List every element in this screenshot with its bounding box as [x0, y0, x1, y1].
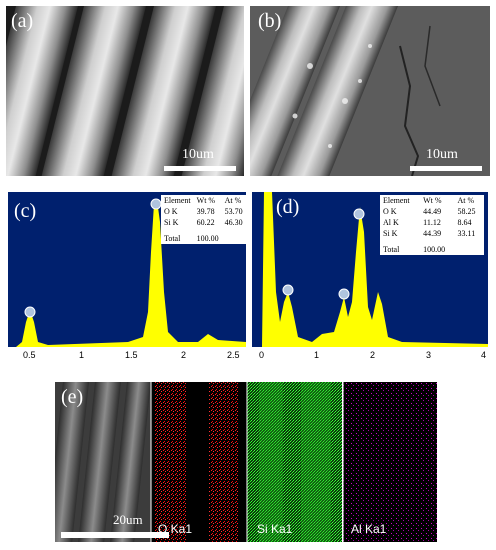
cell: Si K: [164, 218, 179, 227]
cell: 100.00: [196, 234, 219, 243]
tick-d-3: 3: [426, 350, 432, 360]
peak-marker-si: [353, 208, 365, 220]
table-row: O K 39.78 53.70: [161, 206, 246, 217]
map-label-al: Al Ka1: [351, 522, 387, 536]
table-header: Element Wt % At %: [380, 195, 484, 206]
element-table-d: Element Wt % At % O K 44.49 58.25 Al K 1…: [380, 195, 484, 255]
scalebar-label-e: 20um: [113, 512, 143, 527]
map-label-o: O Ka1: [158, 522, 193, 536]
scalebar-label-a: 10um: [182, 147, 214, 162]
table-row-total: Total 100.00: [380, 239, 484, 255]
peak-marker-o: [282, 284, 294, 296]
table-row: Si K 44.39 33.11: [380, 228, 484, 239]
map-label-si: Si Ka1: [257, 522, 293, 536]
cell: O K: [164, 207, 178, 216]
col-wt: Wt %: [196, 196, 216, 205]
cell: 33.11: [457, 229, 476, 238]
eds-panel-c: (c) Element Wt % At % O K 39.78 53.70 Si…: [8, 192, 246, 347]
cell: 8.64: [457, 218, 472, 227]
peak-marker-al: [338, 288, 350, 300]
tick-c-2: 1.5: [125, 350, 138, 360]
elemental-maps: [55, 382, 437, 542]
cell: Total: [164, 234, 181, 243]
cell: Al K: [383, 218, 399, 227]
eds-spectrum-d: [252, 192, 488, 347]
panel-label-e: (e): [61, 386, 84, 408]
tick-d-1: 1: [314, 350, 320, 360]
cell: Si K: [383, 229, 398, 238]
scalebar-label-b: 10um: [426, 147, 458, 162]
table-row-total: Total 100.00: [161, 228, 246, 244]
sem-panel-e: (e) 20um O Ka1 Si Ka1 Al Ka1: [55, 382, 437, 542]
col-at: At %: [224, 196, 242, 205]
panel-label-b: (b): [258, 10, 282, 32]
tick-c-1: 1: [79, 350, 85, 360]
sem-image-a: [6, 6, 244, 176]
col-element: Element: [164, 196, 191, 205]
sem-image-b: [250, 6, 490, 176]
panel-label-c: (c): [14, 200, 37, 222]
table-row: O K 44.49 58.25: [380, 206, 484, 217]
scalebar-e: [61, 532, 169, 538]
tick-c-0: 0.5: [23, 350, 36, 360]
panel-label-d: (d): [276, 196, 300, 218]
tick-d-4: 4: [481, 350, 487, 360]
cell: Total: [383, 245, 400, 254]
table-row: Si K 60.22 46.30: [161, 217, 246, 228]
peak-marker-si: [150, 198, 162, 210]
element-table-c: Element Wt % At % O K 39.78 53.70 Si K 6…: [161, 195, 246, 244]
table-header: Element Wt % At %: [161, 195, 246, 206]
cell: 39.78: [196, 207, 215, 216]
cell: O K: [383, 207, 397, 216]
cell: 46.30: [224, 218, 243, 227]
table-row: Al K 11.12 8.64: [380, 217, 484, 228]
cell: 100.00: [423, 245, 446, 254]
col-element: Element: [383, 196, 410, 205]
cell: 44.39: [423, 229, 442, 238]
peak-marker-o: [24, 306, 36, 318]
sem-panel-b: (b) 10um: [250, 6, 490, 176]
eds-spectrum-c: [8, 198, 246, 347]
tick-d-2: 2: [370, 350, 376, 360]
sem-panel-a: (a) 10um: [6, 6, 244, 176]
col-wt: Wt %: [423, 196, 442, 205]
tick-c-3: 2: [181, 350, 187, 360]
scalebar-a: [164, 166, 236, 171]
cell: 53.70: [224, 207, 243, 216]
tick-d-0: 0: [259, 350, 265, 360]
cell: 60.22: [196, 218, 215, 227]
scalebar-b: [410, 166, 482, 171]
col-at: At %: [457, 196, 475, 205]
eds-panel-d: (d) Element Wt % At % O K 44.49 58.25 Al…: [252, 192, 488, 347]
cell: 11.12: [423, 218, 441, 227]
tick-c-4: 2.5: [227, 350, 240, 360]
cell: 44.49: [423, 207, 442, 216]
cell: 58.25: [457, 207, 476, 216]
panel-label-a: (a): [11, 10, 34, 32]
